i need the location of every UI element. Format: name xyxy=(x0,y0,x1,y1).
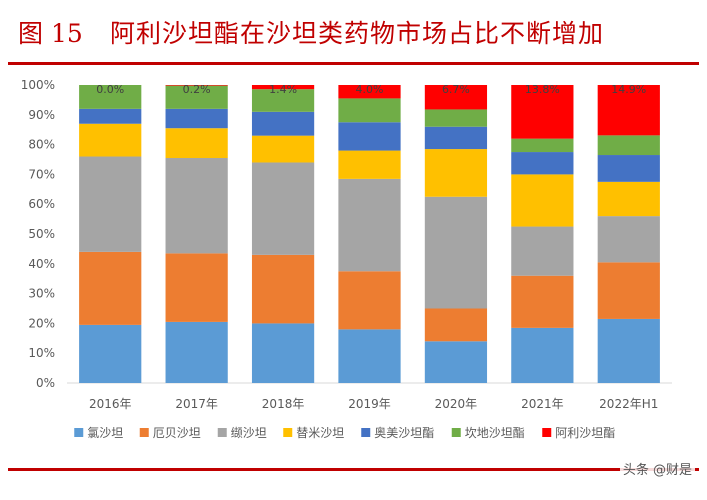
bar-segment xyxy=(79,85,142,109)
top-divider xyxy=(8,62,699,65)
bar-segment xyxy=(511,174,574,227)
legend-swatch xyxy=(283,428,293,437)
stacked-bar-chart: 0%10%20%30%40%50%60%70%80%90%100% 2016年 2… xyxy=(21,78,672,440)
y-tick-label: 20% xyxy=(28,316,55,330)
bar-segment xyxy=(597,318,660,383)
watermark: 头条 @财是 xyxy=(619,458,695,479)
bar-segment xyxy=(511,138,574,153)
legend-swatch xyxy=(139,428,149,437)
figure-number: 图 15 xyxy=(18,19,83,48)
bar-segment xyxy=(597,85,660,136)
x-tick-label: 2022年H1 xyxy=(599,397,658,411)
bar-segment xyxy=(79,156,142,252)
bar-segment xyxy=(511,152,574,175)
bar-segment xyxy=(511,226,574,276)
y-tick-label: 80% xyxy=(28,138,55,152)
y-tick-label: 100% xyxy=(21,78,55,92)
legend-entry: 坎地沙坦酯 xyxy=(465,426,525,440)
bar-segment xyxy=(511,327,574,383)
bar-segment xyxy=(165,158,228,254)
bar-segment xyxy=(338,122,401,151)
legend-entry: 缬沙坦 xyxy=(231,426,267,440)
data-label: 4.0% xyxy=(356,83,384,96)
bar-segment xyxy=(338,98,401,123)
x-tick-label: 2021年 xyxy=(521,397,564,411)
bar-segment xyxy=(597,262,660,319)
y-tick-label: 40% xyxy=(28,257,55,271)
x-tick-label: 2020年 xyxy=(435,397,478,411)
y-tick-label: 10% xyxy=(28,346,55,360)
legend-swatch xyxy=(361,428,371,437)
bar-segment xyxy=(79,108,142,124)
bar-segment xyxy=(251,89,315,112)
bar-segment xyxy=(165,128,228,159)
bars xyxy=(79,85,660,383)
bar-segment xyxy=(79,123,142,157)
data-labels: 0.0% 0.2% 1.4% 4.0% 6.7% 13.8% 14.9% xyxy=(96,83,646,96)
bar-segment xyxy=(597,216,660,263)
x-tick-label: 2019年 xyxy=(348,397,391,411)
legend-swatch xyxy=(451,428,461,437)
y-axis: 0% 10% 20% 30% 40% 50% 60% 70% 80% 90% 100% xyxy=(21,78,55,390)
legend-entry: 厄贝沙坦 xyxy=(153,426,201,440)
bar-segment xyxy=(165,253,228,322)
bar-segment xyxy=(424,85,488,110)
bar-segment xyxy=(597,181,660,217)
data-label: 13.8% xyxy=(525,83,560,96)
legend-entry: 奥美沙坦酯 xyxy=(374,426,434,440)
x-tick-label: 2017年 xyxy=(175,397,218,411)
y-tick-label: 0% xyxy=(36,376,55,390)
bar-segment xyxy=(165,108,228,129)
bar-segment xyxy=(424,109,488,127)
bar-segment xyxy=(251,85,315,90)
bar-segment xyxy=(424,196,488,309)
legend-swatch xyxy=(542,428,552,437)
bar-segment xyxy=(424,341,488,383)
data-label: 6.7% xyxy=(442,83,470,96)
bar-segment xyxy=(79,324,142,383)
y-tick-label: 90% xyxy=(28,108,55,122)
legend-entry: 替米沙坦 xyxy=(296,426,344,440)
bar-segment xyxy=(424,308,488,342)
bar-segment xyxy=(338,178,401,272)
bar-segment xyxy=(424,126,488,150)
bar-segment xyxy=(165,321,228,383)
data-label: 0.0% xyxy=(96,83,124,96)
bar-segment xyxy=(165,85,228,109)
bar-segment xyxy=(251,162,315,255)
bar-segment xyxy=(251,254,315,324)
legend-swatch xyxy=(217,428,227,437)
bar-segment xyxy=(251,135,315,163)
data-label: 14.9% xyxy=(611,83,646,96)
figure-header: 图 15 阿利沙坦酯在沙坦类药物市场占比不断增加 xyxy=(0,0,707,64)
bar-segment xyxy=(424,149,488,197)
bar-segment xyxy=(338,329,401,383)
bar-segment xyxy=(338,271,401,330)
bar-segment xyxy=(597,155,660,182)
x-tick-label: 2018年 xyxy=(262,397,305,411)
data-label: 0.2% xyxy=(183,83,211,96)
data-label: 1.4% xyxy=(269,83,297,96)
x-axis: 2016年 2017年 2018年 2019年 2020年 2021年 2022年H1 xyxy=(67,382,672,411)
legend-entry: 氯沙坦 xyxy=(87,426,123,440)
bar-segment xyxy=(79,251,142,325)
y-tick-label: 30% xyxy=(28,287,55,301)
x-tick-label: 2016年 xyxy=(89,397,132,411)
bar-segment xyxy=(597,135,660,156)
bar-segment xyxy=(338,150,401,179)
bar-segment xyxy=(511,85,574,139)
bar-segment xyxy=(251,111,315,136)
legend-swatch xyxy=(74,428,84,437)
legend: 氯沙坦 厄贝沙坦 缬沙坦 替米沙坦 奥美沙坦酯 坎地沙坦酯 阿利沙坦酯 xyxy=(74,426,615,440)
bar-segment xyxy=(165,85,228,86)
figure-title: 阿利沙坦酯在沙坦类药物市场占比不断增加 xyxy=(110,19,605,48)
bottom-divider xyxy=(8,468,699,471)
y-tick-label: 60% xyxy=(28,197,55,211)
bar-segment xyxy=(338,85,401,99)
bar-segment xyxy=(251,323,315,383)
bar-segment xyxy=(511,275,574,328)
legend-entry: 阿利沙坦酯 xyxy=(555,426,615,440)
y-tick-label: 50% xyxy=(28,227,55,241)
y-tick-label: 70% xyxy=(28,167,55,181)
